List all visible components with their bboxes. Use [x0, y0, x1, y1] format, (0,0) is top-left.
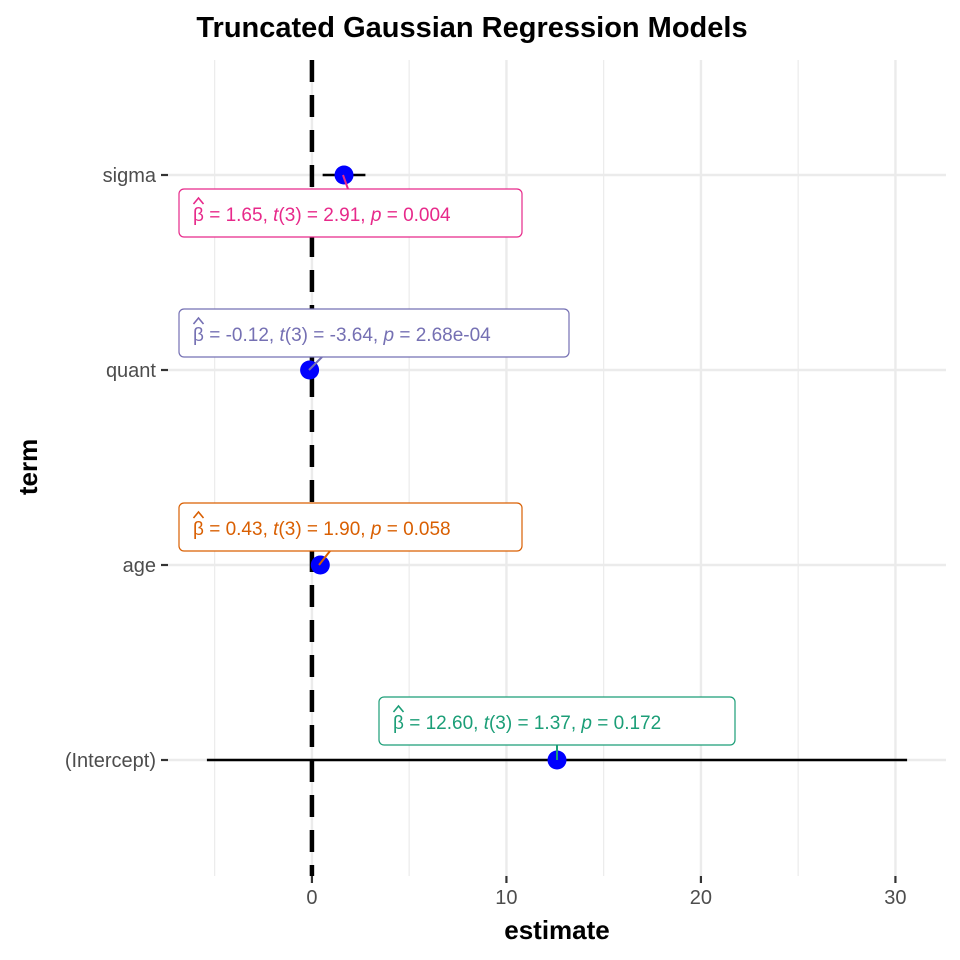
annotation-label: β = 12.60, t(3) = 1.37, p = 0.172 — [378, 696, 736, 760]
estimate-point — [310, 555, 330, 575]
beta-symbol: β — [193, 205, 204, 226]
annotation-leader — [308, 356, 323, 371]
annotation-text: β = 12.60, t(3) = 1.37, p = 0.172 — [393, 713, 661, 734]
y-axis: sigma quant age (Intercept) — [65, 165, 168, 772]
beta-symbol: β — [193, 325, 204, 346]
annotation-label: β = 1.65, t(3) = 2.91, p = 0.004 — [178, 174, 523, 238]
hat-accent — [192, 316, 205, 325]
annotation-text: β = -0.12, t(3) = -3.64, p = 2.68e-04 — [193, 325, 491, 346]
hat-accent — [192, 510, 205, 519]
beta-symbol: β — [393, 713, 404, 734]
y-tick-label: (Intercept) — [65, 750, 156, 772]
annotations: β = 1.65, t(3) = 2.91, p = 0.004 β = -0.1… — [178, 174, 736, 760]
annotation-box — [178, 502, 523, 552]
y-tick-label: sigma — [103, 165, 157, 187]
annotation-text: β = 0.43, t(3) = 1.90, p = 0.058 — [193, 519, 451, 540]
y-tick-label: quant — [106, 360, 156, 382]
annotation-text: β = 1.65, t(3) = 2.91, p = 0.004 — [193, 205, 451, 226]
x-tick-label: 20 — [690, 887, 712, 909]
x-tick-label: 0 — [306, 887, 317, 909]
hat-accent — [192, 196, 205, 205]
annotation-label: β = 0.43, t(3) = 1.90, p = 0.058 — [178, 502, 523, 566]
x-tick-label: 10 — [495, 887, 517, 909]
chart-title: Truncated Gaussian Regression Models — [196, 12, 747, 44]
hat-accent — [392, 704, 405, 713]
x-axis-title: estimate — [504, 915, 610, 945]
annotation-box — [178, 188, 523, 238]
y-tick-label: age — [123, 555, 156, 577]
x-axis: 0 10 20 30 — [306, 876, 907, 909]
y-axis-title: term — [13, 439, 43, 495]
annotation-box — [378, 696, 736, 746]
beta-symbol: β — [193, 519, 204, 540]
annotation-box — [178, 308, 570, 358]
annotation-label: β = -0.12, t(3) = -3.64, p = 2.68e-04 — [178, 308, 570, 371]
annotation-leader — [342, 174, 349, 190]
annotation-leader — [318, 550, 331, 566]
x-tick-label: 30 — [884, 887, 906, 909]
